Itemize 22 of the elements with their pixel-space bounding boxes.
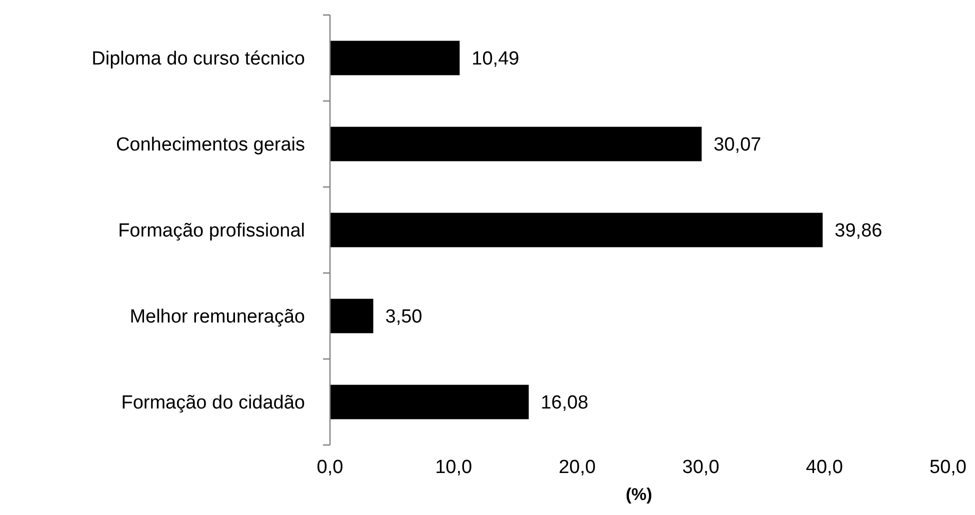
x-tick-label: 50,0: [930, 457, 966, 478]
data-label: 10,49: [472, 48, 520, 70]
x-tick-label: 30,0: [682, 457, 720, 478]
x-tick-label: 20,0: [558, 457, 596, 478]
bar: [330, 384, 529, 420]
data-label: 30,07: [714, 134, 762, 156]
bar: [330, 126, 702, 162]
x-axis-title: (%): [626, 485, 652, 504]
bar: [330, 40, 460, 76]
y-tick-label: Melhor remuneração: [130, 306, 305, 328]
y-tick-label: Diploma do curso técnico: [92, 48, 305, 70]
bar: [330, 298, 374, 334]
x-tick-label: 10,0: [435, 457, 472, 478]
x-tick-label: 0,0: [316, 457, 344, 478]
data-label: 39,86: [834, 220, 882, 242]
x-tick-label: 40,0: [806, 457, 843, 478]
y-tick-label: Formação do cidadão: [121, 392, 305, 414]
data-label: 16,08: [540, 392, 588, 414]
bar: [330, 212, 823, 248]
data-label: 3,50: [385, 306, 422, 328]
y-tick-label: Formação profissional: [118, 220, 305, 242]
y-tick-label: Conhecimentos gerais: [116, 134, 305, 156]
